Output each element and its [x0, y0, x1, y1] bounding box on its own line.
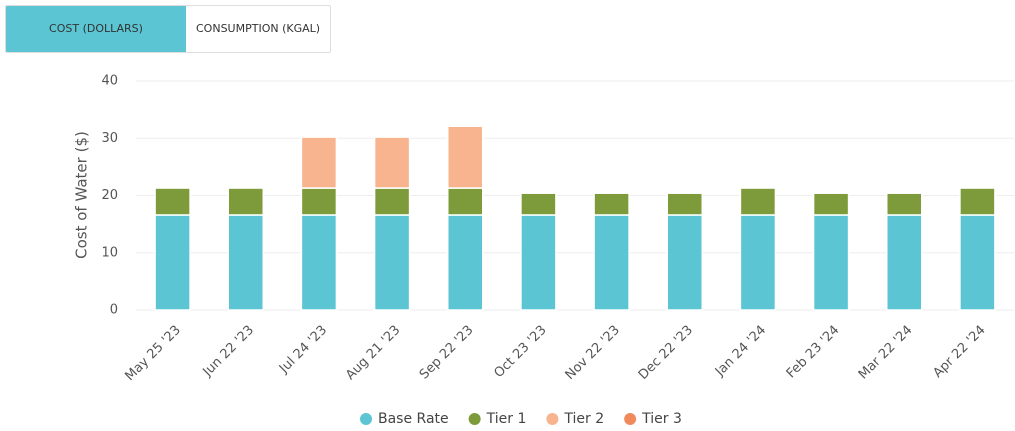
bar-segment — [666, 192, 703, 216]
legend-marker — [468, 413, 481, 425]
bar-segment — [373, 187, 411, 216]
bar-segment — [300, 187, 338, 216]
bar-segment — [959, 187, 996, 216]
x-tick-label: Sep 22 '23 — [417, 323, 477, 383]
x-tick-label: Jan 24 '24 — [712, 323, 769, 380]
legend-marker — [624, 413, 637, 425]
bar-segment — [886, 214, 923, 311]
y-tick-label: 40 — [101, 74, 118, 89]
x-tick-label: Oct 23 '23 — [491, 323, 549, 381]
x-tick-label: Feb 23 '24 — [784, 323, 843, 382]
bar-segment — [300, 136, 338, 189]
bar-segment — [373, 136, 411, 189]
bar-segment — [812, 192, 850, 216]
tab[interactable]: COST (DOLLARS) — [6, 6, 186, 52]
bar-segment — [227, 214, 264, 311]
x-tick-label: May 25 '23 — [123, 323, 184, 384]
bar-segment — [739, 187, 777, 216]
y-tick-label: 20 — [101, 188, 118, 203]
legend-label: Base Rate — [378, 411, 449, 427]
bar-segment — [154, 214, 191, 311]
bar-segment — [447, 125, 484, 189]
x-tick-label: Jun 22 '23 — [200, 323, 257, 380]
bar-segment — [227, 187, 264, 216]
bar-segment — [520, 214, 557, 311]
bar-segment — [447, 187, 484, 216]
bar-segment — [154, 187, 191, 216]
x-tick-label: Mar 22 '24 — [856, 323, 916, 383]
bar-segment — [373, 214, 411, 311]
legend-label: Tier 2 — [563, 411, 604, 427]
x-tick-label: Nov 22 '23 — [563, 323, 623, 383]
y-tick-label: 10 — [101, 245, 118, 260]
bar-segment — [447, 214, 484, 311]
legend-marker — [546, 413, 559, 425]
y-tick-label: 30 — [101, 131, 118, 146]
bar-segment — [300, 214, 338, 311]
x-tick-label: Apr 22 '24 — [930, 323, 988, 381]
x-tick-label: Jul 24 '23 — [276, 323, 330, 377]
bar-segment — [886, 192, 923, 216]
y-axis-label: Cost of Water ($) — [73, 131, 91, 259]
bar-segment — [593, 214, 630, 311]
legend-marker — [360, 413, 372, 425]
x-tick-label: Aug 21 '23 — [343, 323, 403, 383]
tab-bar: COST (DOLLARS) CONSUMPTION (KGAL) — [5, 5, 332, 53]
x-tick-label: Dec 22 '23 — [636, 323, 696, 383]
y-tick-label: 0 — [110, 303, 118, 318]
tab[interactable]: CONSUMPTION (KGAL) — [186, 6, 331, 52]
legend-label: Tier 1 — [486, 411, 527, 427]
bar-segment — [959, 214, 996, 311]
bar-segment — [812, 214, 850, 311]
bar-segment — [593, 192, 630, 216]
bar-segment — [520, 192, 557, 216]
legend-label: Tier 3 — [641, 411, 682, 427]
bar-segment — [666, 214, 703, 311]
bar-segment — [739, 214, 777, 311]
